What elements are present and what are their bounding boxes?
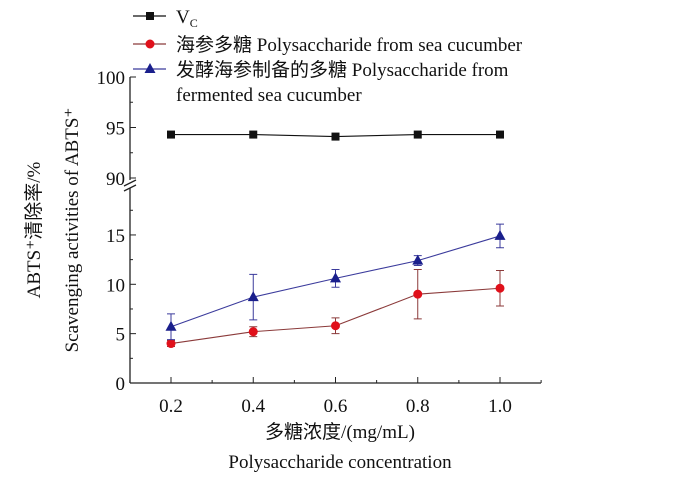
data-point <box>495 283 505 293</box>
x-tick-label: 0.6 <box>324 396 348 417</box>
data-point <box>248 327 258 337</box>
x-tick-label: 1.0 <box>488 396 512 417</box>
x-tick-label: 0.8 <box>406 396 430 417</box>
series-2 <box>165 223 506 341</box>
legend-item-0: VC <box>133 7 198 30</box>
y-tick-label: 0 <box>116 374 126 395</box>
axis-break-mark <box>123 179 137 192</box>
data-point <box>167 130 175 139</box>
series-0 <box>167 130 504 141</box>
data-point <box>412 254 424 265</box>
x-axis-label-en: Polysaccharide concentration <box>228 452 452 473</box>
axes: 0.2 0.4 0.6 0.8 1.0 0 5 10 15 90 95 100 <box>97 68 542 417</box>
data-point <box>331 132 340 141</box>
legend-item-1: 海参多糖 Polysaccharide from sea cucumber <box>133 34 523 56</box>
x-axis-label-cn: 多糖浓度/(mg/mL) <box>265 421 415 443</box>
legend: VC 海参多糖 Polysaccharide from sea cucumber 发… <box>133 7 523 106</box>
data-point <box>496 130 504 139</box>
x-tick-label: 0.4 <box>241 396 265 417</box>
data-point <box>413 130 422 139</box>
legend-label-line2: fermented sea cucumber <box>176 85 362 106</box>
data-point <box>165 320 177 331</box>
y-tick-label: 10 <box>106 275 125 296</box>
series-1 <box>166 268 505 349</box>
data-point <box>166 339 176 349</box>
y-tick-label: 100 <box>97 68 126 89</box>
y-tick-label: 95 <box>106 119 125 140</box>
x-tick-label: 0.2 <box>159 396 183 417</box>
y-tick-label: 5 <box>116 325 126 346</box>
y-tick-label: 90 <box>106 169 125 190</box>
legend-marker <box>144 63 156 73</box>
legend-marker <box>145 39 155 49</box>
data-point <box>249 130 258 139</box>
data-marks <box>165 130 506 349</box>
legend-subscript: C <box>190 16 198 30</box>
y-axis-label-cn: ABTS⁺清除率/% <box>23 161 45 298</box>
series-line <box>170 287 501 345</box>
legend-label: 海参多糖 Polysaccharide from sea cucumber <box>176 34 523 56</box>
legend-marker <box>146 12 154 20</box>
data-point <box>494 229 506 240</box>
y-tick-label: 15 <box>106 226 125 247</box>
legend-label: 发酵海参制备的多糖 Polysaccharide from <box>176 59 509 81</box>
legend-label: VC <box>176 7 198 30</box>
data-point <box>331 321 340 331</box>
y-axis-label-en: Scavenging activities of ABTS⁺ <box>62 108 83 353</box>
legend-item-2: 发酵海参制备的多糖 Polysaccharide from fermented s… <box>133 59 509 106</box>
data-point <box>330 272 341 283</box>
data-point <box>247 291 259 302</box>
data-point <box>413 289 423 299</box>
